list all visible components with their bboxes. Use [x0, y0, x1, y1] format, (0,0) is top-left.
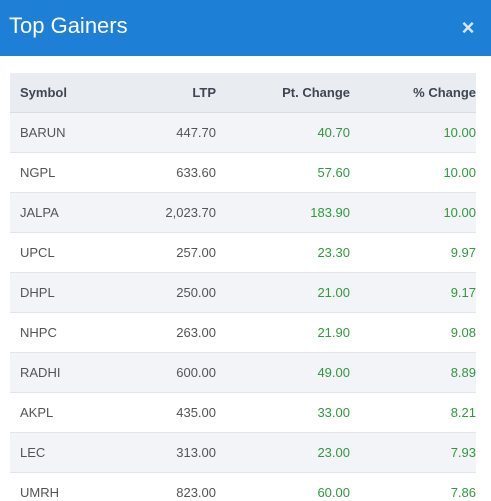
- modal-header: Top Gainers ×: [0, 0, 491, 56]
- pct-change-cell: 7.93: [350, 432, 476, 473]
- pct-change-cell: 8.21: [350, 392, 476, 433]
- table-row[interactable]: JALPA 2,023.70 183.90 10.00: [10, 192, 476, 233]
- symbol-cell: AKPL: [10, 392, 132, 433]
- ltp-cell: 263.00: [132, 312, 216, 353]
- column-header-symbol[interactable]: Symbol: [10, 73, 132, 113]
- table-row[interactable]: NGPL 633.60 57.60 10.00: [10, 152, 476, 193]
- table-row[interactable]: DHPL 250.00 21.00 9.17: [10, 272, 476, 313]
- pt-change-cell: 57.60: [216, 152, 350, 193]
- table-header-row: Symbol LTP Pt. Change % Change: [10, 73, 476, 113]
- symbol-cell: UPCL: [10, 232, 132, 273]
- table-row[interactable]: NHPC 263.00 21.90 9.08: [10, 312, 476, 353]
- table-row[interactable]: UMRH 823.00 60.00 7.86: [10, 472, 476, 501]
- ltp-cell: 2,023.70: [132, 192, 216, 233]
- pct-change-cell: 9.17: [350, 272, 476, 313]
- symbol-cell: BARUN: [10, 112, 132, 153]
- pct-change-cell: 9.97: [350, 232, 476, 273]
- pt-change-cell: 23.30: [216, 232, 350, 273]
- symbol-cell: UMRH: [10, 472, 132, 501]
- gainers-table: Symbol LTP Pt. Change % Change BARUN 447.…: [10, 73, 476, 501]
- column-header-ltp[interactable]: LTP: [132, 73, 216, 113]
- pct-change-cell: 8.89: [350, 352, 476, 393]
- symbol-cell: LEC: [10, 432, 132, 473]
- ltp-cell: 257.00: [132, 232, 216, 273]
- pt-change-cell: 33.00: [216, 392, 350, 433]
- table-body: BARUN 447.70 40.70 10.00 NGPL 633.60 57.60 10.0…: [10, 112, 476, 501]
- table-row[interactable]: LEC 313.00 23.00 7.93: [10, 432, 476, 473]
- modal-title: Top Gainers: [9, 13, 128, 38]
- symbol-cell: NHPC: [10, 312, 132, 353]
- table-row[interactable]: RADHI 600.00 49.00 8.89: [10, 352, 476, 393]
- pct-change-cell: 10.00: [350, 112, 476, 153]
- column-header-pt-change[interactable]: Pt. Change: [216, 73, 350, 113]
- pct-change-cell: 10.00: [350, 152, 476, 193]
- column-header-pct-change[interactable]: % Change: [350, 73, 476, 113]
- pct-change-cell: 10.00: [350, 192, 476, 233]
- ltp-cell: 447.70: [132, 112, 216, 153]
- pct-change-cell: 7.86: [350, 472, 476, 501]
- pt-change-cell: 21.90: [216, 312, 350, 353]
- ltp-cell: 313.00: [132, 432, 216, 473]
- table-header: Symbol LTP Pt. Change % Change: [10, 73, 476, 113]
- close-icon[interactable]: ×: [461, 15, 475, 40]
- symbol-cell: JALPA: [10, 192, 132, 233]
- pt-change-cell: 40.70: [216, 112, 350, 153]
- gainers-table-container: Symbol LTP Pt. Change % Change BARUN 447.…: [10, 73, 476, 501]
- ltp-cell: 600.00: [132, 352, 216, 393]
- table-row[interactable]: BARUN 447.70 40.70 10.00: [10, 112, 476, 153]
- ltp-cell: 633.60: [132, 152, 216, 193]
- table-row[interactable]: AKPL 435.00 33.00 8.21: [10, 392, 476, 433]
- table-row[interactable]: UPCL 257.00 23.30 9.97: [10, 232, 476, 273]
- ltp-cell: 823.00: [132, 472, 216, 501]
- pt-change-cell: 21.00: [216, 272, 350, 313]
- pt-change-cell: 183.90: [216, 192, 350, 233]
- pct-change-cell: 9.08: [350, 312, 476, 353]
- pt-change-cell: 60.00: [216, 472, 350, 501]
- symbol-cell: RADHI: [10, 352, 132, 393]
- pt-change-cell: 49.00: [216, 352, 350, 393]
- symbol-cell: NGPL: [10, 152, 132, 193]
- symbol-cell: DHPL: [10, 272, 132, 313]
- ltp-cell: 250.00: [132, 272, 216, 313]
- pt-change-cell: 23.00: [216, 432, 350, 473]
- ltp-cell: 435.00: [132, 392, 216, 433]
